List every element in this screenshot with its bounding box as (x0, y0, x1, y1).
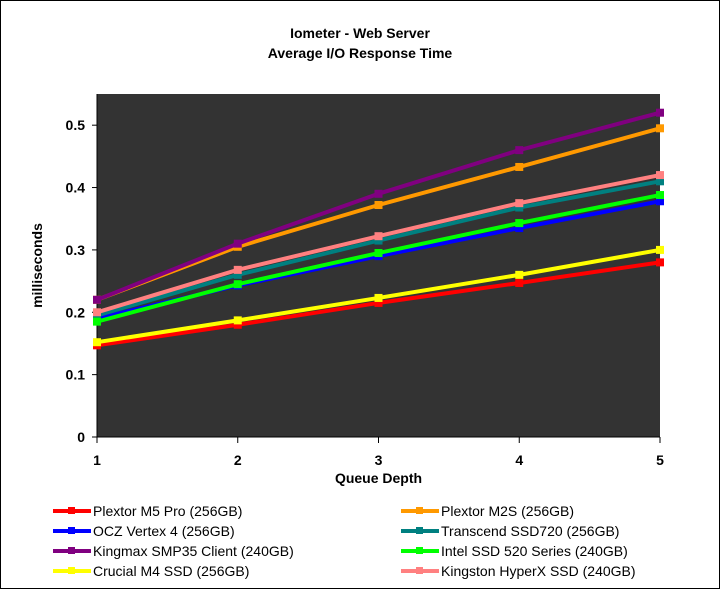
y-tick-label: 0.4 (66, 180, 86, 196)
x-tick-label: 3 (375, 452, 383, 468)
data-point (515, 203, 524, 212)
data-point (656, 177, 664, 186)
legend-label: Plextor M5 Pro (256GB) (93, 503, 243, 519)
x-tick-label: 1 (93, 452, 101, 468)
data-point (515, 219, 524, 228)
data-point (656, 108, 664, 117)
legend-item: Kingmax SMP35 Client (240GB) (53, 541, 294, 561)
x-tick-label: 4 (515, 452, 523, 468)
x-tick-label: 5 (656, 452, 664, 468)
data-point (374, 201, 383, 210)
data-point (233, 239, 242, 248)
legend-label: Kingmax SMP35 Client (240GB) (93, 543, 294, 559)
data-point (656, 124, 664, 133)
data-point (93, 338, 101, 347)
legend-label: Intel SSD 520 Series (240GB) (441, 543, 628, 559)
data-point (515, 146, 524, 155)
legend-label: Kingston HyperX SSD (240GB) (441, 563, 636, 579)
data-point (515, 270, 524, 279)
legend-item: Plextor M2S (256GB) (401, 501, 574, 521)
data-point (374, 298, 383, 307)
legend-label: Crucial M4 SSD (256GB) (93, 563, 250, 579)
legend-swatch (401, 547, 439, 554)
data-point (233, 265, 242, 274)
legend-item: OCZ Vertex 4 (256GB) (53, 521, 235, 541)
legend-item: Intel SSD 520 Series (240GB) (401, 541, 628, 561)
data-point (374, 236, 383, 245)
legend-item: Crucial M4 SSD (256GB) (53, 561, 249, 581)
data-point (374, 249, 383, 258)
data-point (515, 224, 524, 233)
chart-subtitle: Average I/O Response Time (267, 45, 453, 61)
data-point (656, 245, 664, 254)
legend-label: Transcend SSD720 (256GB) (441, 523, 620, 539)
x-axis-label: Queue Depth (335, 470, 422, 486)
data-point (515, 199, 524, 208)
legend-swatch (53, 507, 91, 514)
y-axis-label: milliseconds (29, 223, 45, 308)
legend-label: OCZ Vertex 4 (256GB) (93, 523, 235, 539)
data-point (374, 293, 383, 302)
legend-swatch (401, 507, 439, 514)
legend-swatch (401, 567, 439, 574)
data-point (374, 232, 383, 241)
data-point (515, 278, 524, 287)
data-point (374, 189, 383, 198)
y-tick-label: 0 (77, 429, 85, 445)
data-point (656, 258, 664, 267)
legend-swatch (53, 567, 91, 574)
plot-area: 0 0.1 0.2 0.3 0.4 0.5 1 2 3 4 5 Queue Depth millisec… (29, 94, 664, 486)
chart-title: Iometer - Web Server (290, 25, 430, 41)
y-tick-label: 0.2 (66, 304, 86, 320)
legend-item: Plextor M5 Pro (256GB) (53, 501, 242, 521)
data-point (233, 270, 242, 279)
data-point (233, 320, 242, 329)
data-point (93, 317, 101, 326)
data-point (656, 191, 664, 200)
y-tick-label: 0.3 (66, 242, 86, 258)
legend-item: Transcend SSD720 (256GB) (401, 521, 619, 541)
legend-item: Kingston HyperX SSD (240GB) (401, 561, 636, 581)
data-point (515, 162, 524, 171)
y-tick-label: 0.1 (66, 367, 86, 383)
data-point (233, 316, 242, 325)
legend-swatch (53, 527, 91, 534)
y-tick-label: 0.5 (66, 117, 86, 133)
data-point (656, 171, 664, 180)
data-point (93, 308, 101, 317)
data-point (656, 197, 664, 206)
legend-swatch (401, 527, 439, 534)
x-tick-label: 2 (234, 452, 242, 468)
legend-label: Plextor M2S (256GB) (441, 503, 575, 519)
legend-swatch (53, 547, 91, 554)
data-point (233, 280, 242, 289)
data-point (93, 295, 101, 304)
